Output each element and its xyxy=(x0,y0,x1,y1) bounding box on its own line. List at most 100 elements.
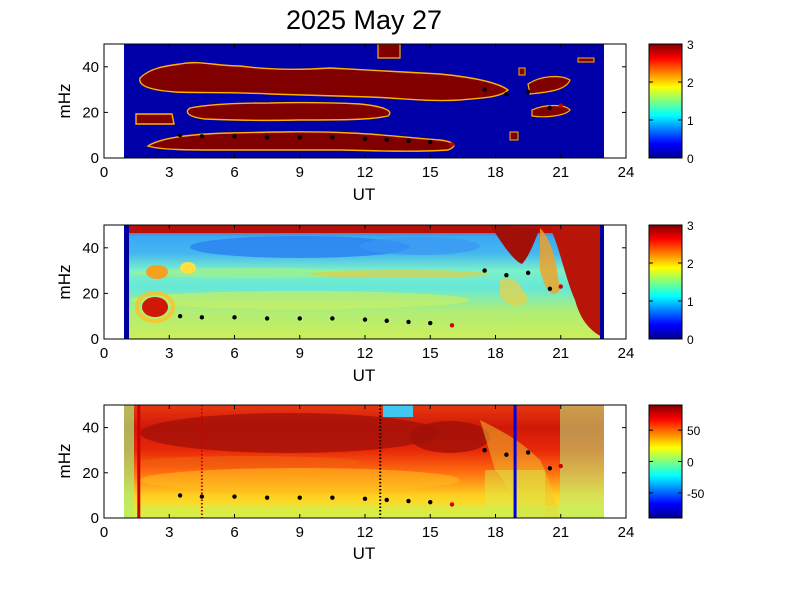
y-tick-label: 0 xyxy=(91,150,99,167)
detection-marker xyxy=(547,466,553,471)
x-tick-label: 21 xyxy=(552,345,569,362)
x-tick-label: 24 xyxy=(618,524,635,541)
panel-2-ylabel: mHz xyxy=(55,265,74,300)
detection-marker xyxy=(428,320,433,326)
detection-marker xyxy=(199,494,205,499)
detection-marker xyxy=(547,286,553,292)
colorbar-tick-label: 2 xyxy=(687,257,694,271)
power-band-upper xyxy=(139,61,510,102)
detection-marker xyxy=(199,315,205,320)
detection-marker xyxy=(482,448,487,453)
colorbar-tick-label: 0 xyxy=(687,456,694,470)
x-tick-label: 0 xyxy=(100,164,108,181)
panel-2-detections xyxy=(177,268,563,328)
x-tick-label: 6 xyxy=(230,524,238,541)
y-tick-label: 20 xyxy=(82,465,99,482)
detection-marker xyxy=(406,498,411,504)
panel-3-colorbar-ticks: -50 0 50 xyxy=(649,424,705,501)
detection-marker xyxy=(504,272,509,278)
x-tick-label: 0 xyxy=(100,524,108,541)
detection-marker xyxy=(232,315,237,320)
colorbar-tick-label: -50 xyxy=(687,487,705,501)
detection-marker xyxy=(482,87,487,92)
power-band-middle xyxy=(186,101,391,122)
detection-marker xyxy=(504,91,509,97)
detection-marker xyxy=(199,134,205,139)
power-band-lower-left xyxy=(135,113,175,125)
colorbar-tick-label: 1 xyxy=(687,114,694,128)
detection-marker xyxy=(428,139,433,145)
x-tick-label: 21 xyxy=(552,524,569,541)
panel-1-colorbar xyxy=(648,43,683,159)
panel-3-detections xyxy=(177,448,563,507)
x-tick-label: 12 xyxy=(357,524,374,541)
power-spot-top xyxy=(377,44,401,59)
detection-marker xyxy=(330,495,335,500)
detection-marker xyxy=(264,135,270,140)
detection-marker xyxy=(558,284,563,289)
panel-2-colorbar-ticks: 0 1 2 3 xyxy=(649,219,694,347)
power-spot-right-2 xyxy=(531,104,571,118)
panel-1-detections xyxy=(177,87,563,147)
x-tick-label: 3 xyxy=(165,345,173,362)
x-tick-label: 3 xyxy=(165,524,173,541)
detection-marker xyxy=(297,316,302,321)
detection-marker xyxy=(330,135,335,140)
figure-title: 2025 May 27 xyxy=(286,5,442,35)
power-spot-right-1 xyxy=(527,75,571,95)
colorbar-tick-label: 0 xyxy=(687,152,694,166)
panel-3-ylabel: mHz xyxy=(55,444,74,479)
detection-marker xyxy=(177,493,183,498)
panel-2-colorbar xyxy=(648,224,683,340)
panel-3-heatmap xyxy=(124,405,604,518)
detection-marker xyxy=(232,494,237,499)
x-tick-label: 3 xyxy=(165,164,173,181)
detection-marker xyxy=(177,133,183,138)
y-tick-label: 0 xyxy=(91,331,99,348)
x-tick-label: 18 xyxy=(487,345,504,362)
detection-marker xyxy=(177,314,183,319)
panel-3-vertical-lines xyxy=(137,405,517,518)
detection-marker xyxy=(384,497,389,503)
detection-marker xyxy=(558,103,563,108)
panel-2-xlabel: UT xyxy=(353,366,376,385)
detection-marker xyxy=(525,450,531,455)
panel-1-xlabel: UT xyxy=(353,185,376,204)
x-tick-label: 12 xyxy=(357,164,374,181)
detection-marker xyxy=(482,268,487,273)
x-tick-label: 15 xyxy=(422,164,439,181)
panel-3-xlabel: UT xyxy=(353,544,376,563)
x-tick-label: 12 xyxy=(357,345,374,362)
x-tick-label: 24 xyxy=(618,164,635,181)
panel-1-colorbar-ticks: 0 1 2 3 xyxy=(649,38,694,166)
detection-marker xyxy=(406,319,411,325)
x-tick-label: 6 xyxy=(230,164,238,181)
detection-marker xyxy=(297,495,302,500)
y-tick-label: 40 xyxy=(82,240,99,257)
x-tick-label: 6 xyxy=(230,345,238,362)
detection-marker xyxy=(449,502,455,507)
detection-marker xyxy=(362,136,368,141)
panel-3-axes: 0 3 6 9 12 15 18 21 24 0 20 40 xyxy=(82,405,634,541)
y-tick-label: 20 xyxy=(82,285,99,302)
x-tick-label: 9 xyxy=(296,524,304,541)
colorbar-tick-label: 50 xyxy=(687,424,701,438)
power-spot-small-3 xyxy=(577,57,595,63)
detection-marker xyxy=(384,318,389,323)
detection-marker xyxy=(362,496,368,501)
detection-marker xyxy=(558,463,563,469)
colorbar-tick-label: 2 xyxy=(687,76,694,90)
power-spot-small-1 xyxy=(509,131,519,141)
y-tick-label: 40 xyxy=(82,420,99,437)
power-spot-small-2 xyxy=(518,67,526,76)
colorbar-tick-label: 3 xyxy=(687,38,694,52)
x-tick-label: 15 xyxy=(422,345,439,362)
panel-2-heatmap xyxy=(124,225,604,339)
detection-marker xyxy=(232,134,237,139)
panel-1-ylabel: mHz xyxy=(55,84,74,119)
detection-marker xyxy=(547,105,553,111)
detection-marker xyxy=(362,317,368,322)
x-tick-label: 21 xyxy=(552,164,569,181)
